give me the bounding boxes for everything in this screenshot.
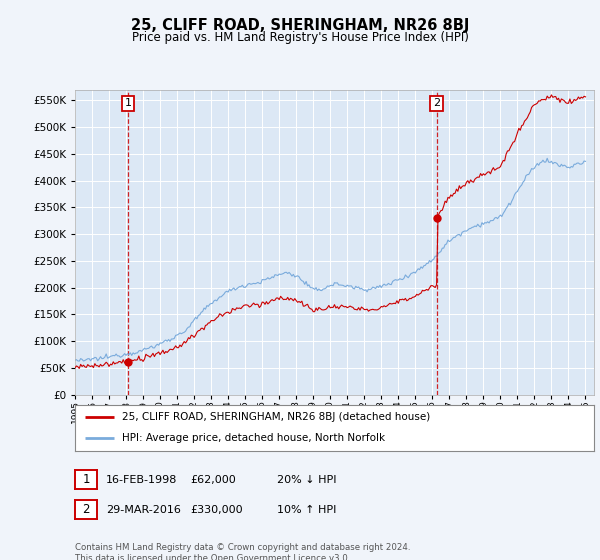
Text: HPI: Average price, detached house, North Norfolk: HPI: Average price, detached house, Nort… (122, 433, 385, 444)
Text: Price paid vs. HM Land Registry's House Price Index (HPI): Price paid vs. HM Land Registry's House … (131, 31, 469, 44)
Text: 1: 1 (125, 99, 131, 108)
Text: £330,000: £330,000 (190, 505, 243, 515)
Text: 16-FEB-1998: 16-FEB-1998 (106, 475, 178, 485)
Text: 2: 2 (82, 503, 90, 516)
Text: 1: 1 (82, 473, 90, 487)
Text: 25, CLIFF ROAD, SHERINGHAM, NR26 8BJ: 25, CLIFF ROAD, SHERINGHAM, NR26 8BJ (131, 18, 469, 33)
Text: 2: 2 (433, 99, 440, 108)
Text: 20% ↓ HPI: 20% ↓ HPI (277, 475, 337, 485)
Text: £62,000: £62,000 (190, 475, 236, 485)
Text: 29-MAR-2016: 29-MAR-2016 (106, 505, 181, 515)
Text: 25, CLIFF ROAD, SHERINGHAM, NR26 8BJ (detached house): 25, CLIFF ROAD, SHERINGHAM, NR26 8BJ (de… (122, 412, 430, 422)
Text: 10% ↑ HPI: 10% ↑ HPI (277, 505, 337, 515)
Text: Contains HM Land Registry data © Crown copyright and database right 2024.
This d: Contains HM Land Registry data © Crown c… (75, 543, 410, 560)
